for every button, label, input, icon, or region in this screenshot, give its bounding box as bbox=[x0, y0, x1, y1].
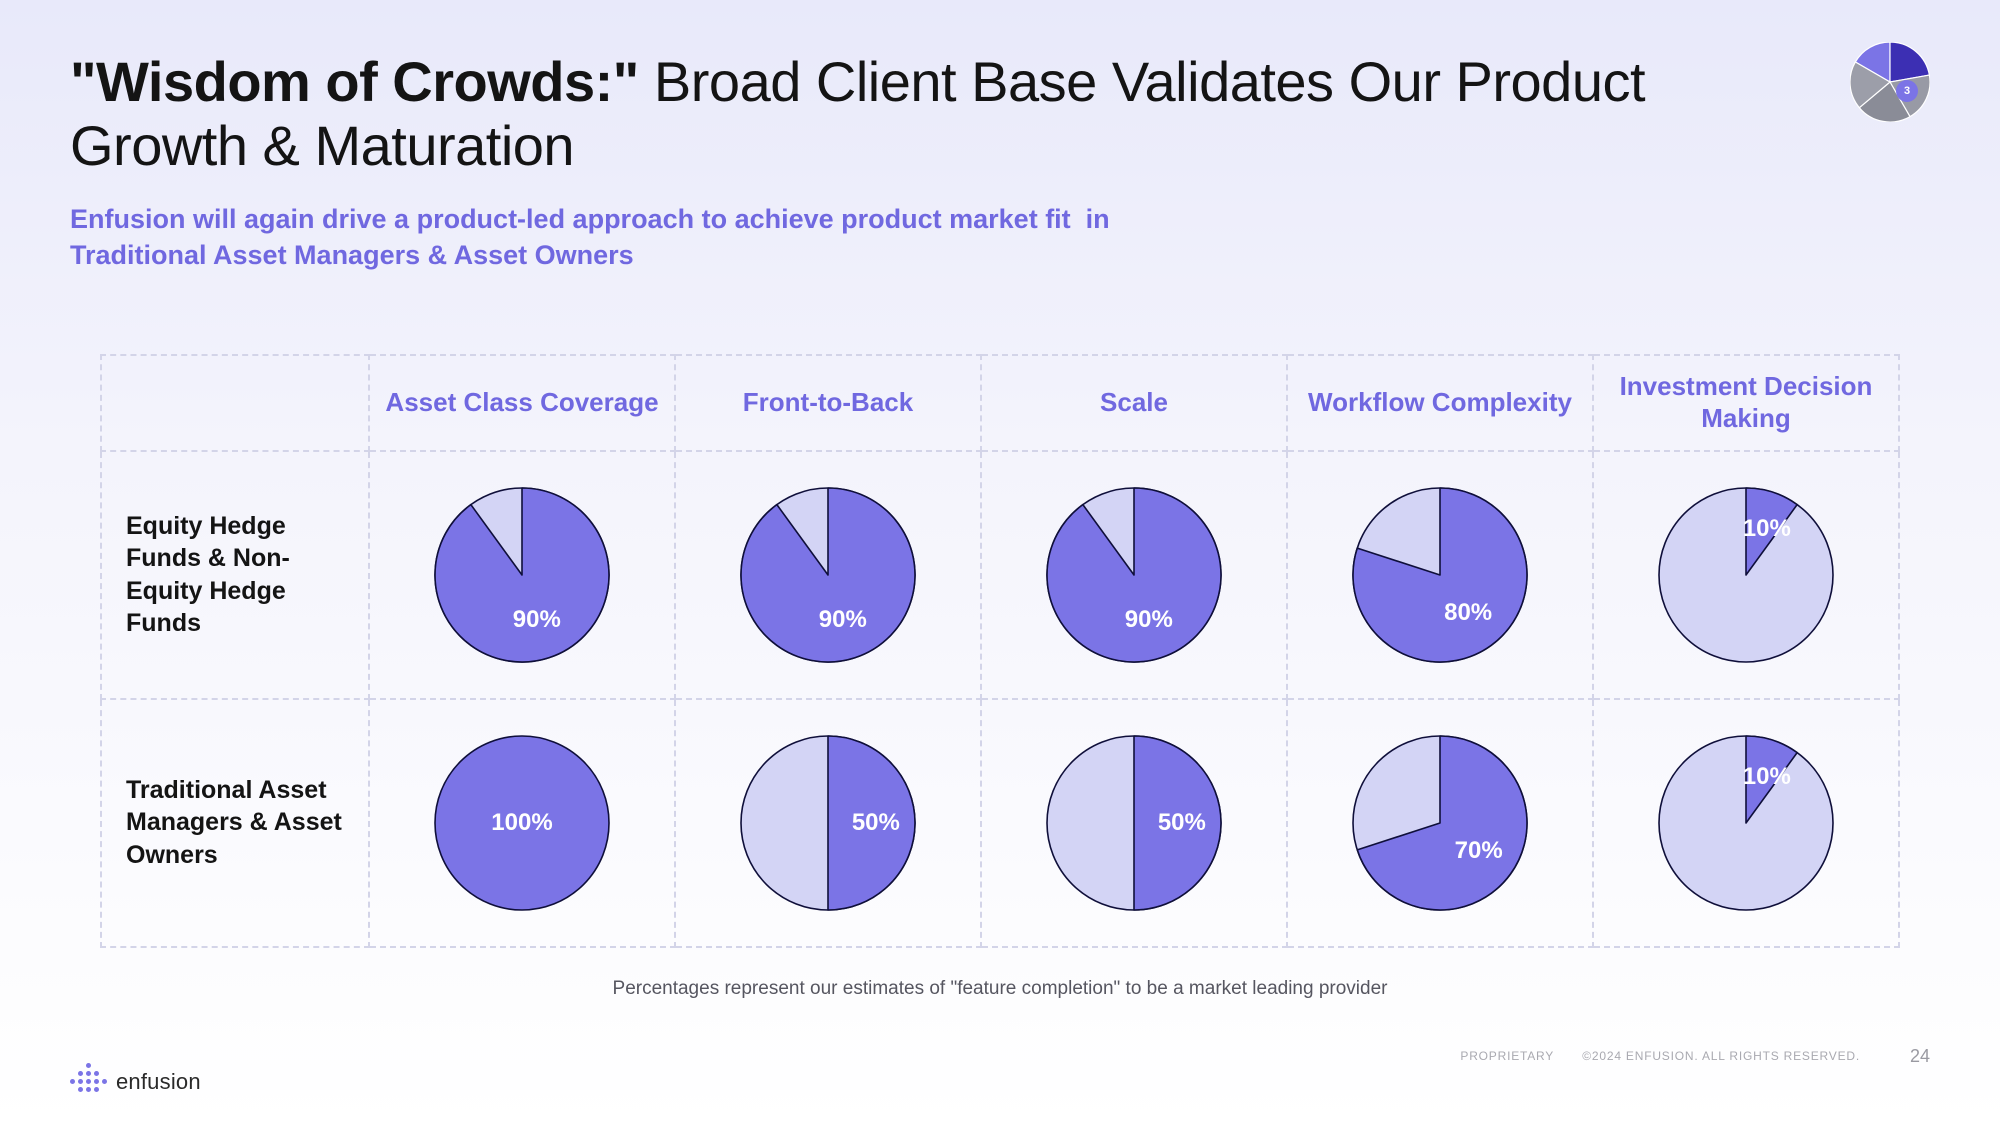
pie-chart: 10% bbox=[1657, 486, 1835, 664]
grid-cell: 50% bbox=[981, 699, 1287, 947]
logo-dots-icon bbox=[70, 1063, 107, 1092]
col-header: Investment Decision Making bbox=[1593, 355, 1899, 451]
grid-cell: 90% bbox=[981, 451, 1287, 699]
grid-cell: 100% bbox=[369, 699, 675, 947]
grid-cell: 10% bbox=[1593, 699, 1899, 947]
grid-cell: 10% bbox=[1593, 451, 1899, 699]
col-header: Asset Class Coverage bbox=[369, 355, 675, 451]
pie-label: 50% bbox=[852, 809, 900, 837]
grid-cell: 90% bbox=[369, 451, 675, 699]
progress-indicator: 3 bbox=[1850, 42, 1930, 122]
grid-cell: 70% bbox=[1287, 699, 1593, 947]
slide-title: "Wisdom of Crowds:" Broad Client Base Va… bbox=[70, 50, 1750, 179]
pie-chart: 90% bbox=[433, 486, 611, 664]
pie-label: 90% bbox=[513, 606, 561, 634]
grid-cell: 90% bbox=[675, 451, 981, 699]
copyright-label: ©2024 ENFUSION. ALL RIGHTS RESERVED. bbox=[1582, 1049, 1860, 1063]
footnote: Percentages represent our estimates of "… bbox=[100, 978, 1900, 1000]
pie-chart: 90% bbox=[739, 486, 917, 664]
enfusion-logo: enfusion bbox=[70, 1063, 201, 1095]
pie-chart: 10% bbox=[1657, 734, 1835, 912]
proprietary-label: PROPRIETARY bbox=[1460, 1049, 1554, 1063]
pie-chart: 70% bbox=[1351, 734, 1529, 912]
slide-title-bold: "Wisdom of Crowds:" bbox=[70, 50, 639, 113]
pie-label: 100% bbox=[491, 809, 552, 837]
legal-line: PROPRIETARY ©2024 ENFUSION. ALL RIGHTS R… bbox=[1460, 1049, 1860, 1063]
col-header: Front-to-Back bbox=[675, 355, 981, 451]
pie-label: 90% bbox=[819, 606, 867, 634]
pie-label: 10% bbox=[1743, 515, 1791, 543]
pie-label: 90% bbox=[1125, 606, 1173, 634]
pie-label: 70% bbox=[1455, 837, 1503, 865]
pie-label: 80% bbox=[1444, 599, 1492, 627]
comparison-grid: Asset Class Coverage Front-to-Back Scale… bbox=[100, 354, 1900, 948]
row-header: Equity Hedge Funds & Non-Equity Hedge Fu… bbox=[101, 451, 369, 699]
slide-subtitle: Enfusion will again drive a product-led … bbox=[70, 201, 1170, 274]
pie-chart: 50% bbox=[739, 734, 917, 912]
pie-chart: 80% bbox=[1351, 486, 1529, 664]
indicator-badge: 3 bbox=[1896, 80, 1918, 102]
grid-corner bbox=[101, 355, 369, 451]
col-header: Workflow Complexity bbox=[1287, 355, 1593, 451]
pie-chart: 50% bbox=[1045, 734, 1223, 912]
grid-cell: 80% bbox=[1287, 451, 1593, 699]
pie-label: 10% bbox=[1743, 763, 1791, 791]
row-header: Traditional Asset Managers & Asset Owner… bbox=[101, 699, 369, 947]
col-header: Scale bbox=[981, 355, 1287, 451]
pie-chart: 100% bbox=[433, 734, 611, 912]
logo-text: enfusion bbox=[116, 1069, 201, 1095]
grid-cell: 50% bbox=[675, 699, 981, 947]
page-number: 24 bbox=[1910, 1046, 1930, 1067]
pie-chart: 90% bbox=[1045, 486, 1223, 664]
pie-label: 50% bbox=[1158, 809, 1206, 837]
